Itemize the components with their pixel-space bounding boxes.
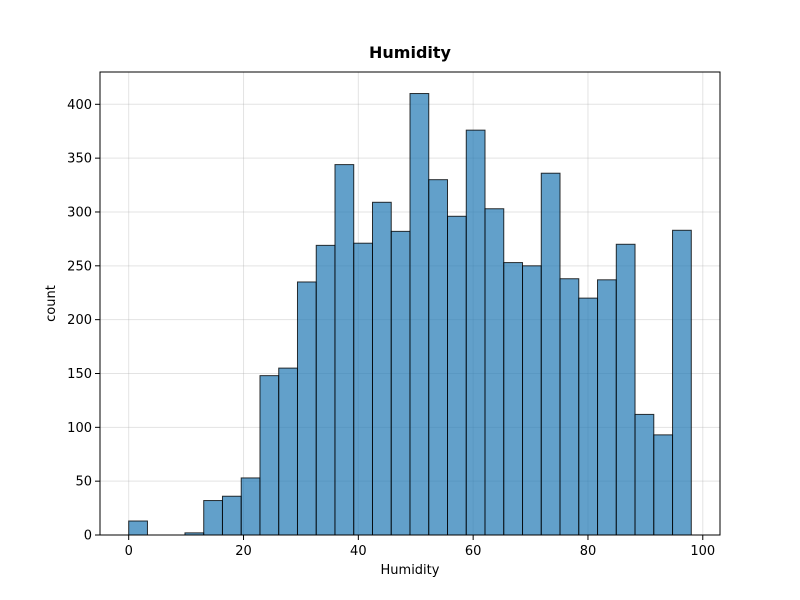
axis-ticks: 0 20 40 60 80 100 0 50 100 150 200 250 300 350 400 [67, 98, 715, 559]
y-tick-label: 0 [84, 529, 92, 544]
histogram-bar [447, 215, 467, 536]
histogram-bar [578, 297, 599, 536]
histogram-bar [315, 244, 336, 536]
histogram-bar [597, 279, 617, 536]
histogram-bar [240, 477, 261, 536]
histogram-bar [128, 520, 148, 536]
histogram-bar [371, 201, 392, 536]
y-tick-label: 400 [67, 98, 92, 113]
plot-frame [99, 71, 721, 536]
x-tick-label: 40 [350, 544, 367, 559]
histogram-bar [522, 265, 542, 536]
histogram-bar [259, 375, 280, 536]
histogram-bar [221, 495, 242, 536]
histogram-bar [672, 229, 692, 536]
y-tick-label: 200 [67, 313, 92, 328]
histogram-bar [559, 278, 580, 536]
x-axis-label: Humidity [381, 563, 440, 578]
y-tick-label: 250 [67, 259, 92, 274]
x-tick-label: 100 [690, 544, 715, 559]
x-tick-label: 80 [580, 544, 597, 559]
histogram-bar [334, 164, 355, 536]
x-tick-label: 20 [235, 544, 252, 559]
histogram-bar [540, 172, 561, 536]
histogram-bar [484, 208, 505, 536]
histogram-bar [615, 243, 636, 536]
histogram-bar [634, 413, 655, 536]
y-tick-label: 350 [67, 152, 92, 167]
histogram-bar [353, 242, 373, 536]
histogram-bar [390, 230, 411, 536]
x-tick-label: 0 [125, 544, 133, 559]
y-tick-label: 300 [67, 205, 92, 220]
histogram-bar [296, 281, 317, 536]
histogram-bar [428, 179, 449, 536]
y-tick-label: 50 [75, 475, 92, 490]
x-tick-label: 60 [465, 544, 482, 559]
histogram-bar [653, 434, 674, 536]
chart-title: Humidity [369, 43, 452, 62]
histogram-bars [128, 93, 692, 536]
histogram-bar [465, 129, 486, 536]
histogram-bar [503, 262, 524, 536]
y-tick-label: 100 [67, 421, 92, 436]
y-axis-label: count [44, 285, 59, 322]
histogram-bar [203, 500, 223, 536]
y-tick-label: 150 [67, 367, 92, 382]
histogram-bar [409, 93, 430, 536]
histogram-bar [278, 367, 298, 536]
